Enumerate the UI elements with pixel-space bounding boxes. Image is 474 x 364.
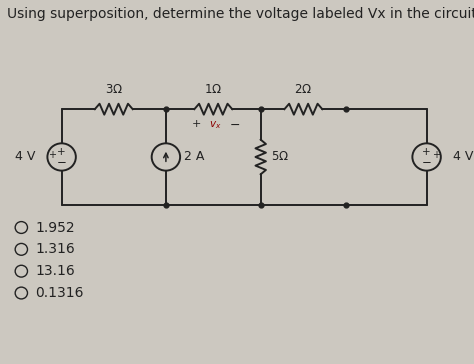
Text: 4 V: 4 V bbox=[15, 150, 36, 163]
Text: +: + bbox=[432, 150, 440, 160]
Text: +: + bbox=[422, 147, 431, 157]
Text: 0.1316: 0.1316 bbox=[36, 286, 84, 300]
Text: $v_x$: $v_x$ bbox=[210, 119, 222, 131]
Text: +: + bbox=[57, 147, 66, 157]
Text: −: − bbox=[57, 157, 66, 169]
Text: 5$\Omega$: 5$\Omega$ bbox=[271, 150, 289, 163]
Text: Using superposition, determine the voltage labeled Vx in the circuit.: Using superposition, determine the volta… bbox=[7, 7, 474, 21]
Text: 3$\Omega$: 3$\Omega$ bbox=[105, 83, 123, 95]
Text: +: + bbox=[192, 119, 201, 129]
Text: +: + bbox=[48, 150, 56, 160]
Text: 13.16: 13.16 bbox=[36, 264, 75, 278]
Text: 2$\Omega$: 2$\Omega$ bbox=[294, 83, 312, 95]
Text: −: − bbox=[229, 119, 240, 132]
Text: 1.952: 1.952 bbox=[36, 221, 75, 234]
Text: −: − bbox=[422, 157, 431, 169]
Text: 4 V: 4 V bbox=[453, 150, 473, 163]
Text: 2 A: 2 A bbox=[184, 150, 204, 163]
Text: 1.316: 1.316 bbox=[36, 242, 75, 256]
Text: 1$\Omega$: 1$\Omega$ bbox=[204, 83, 222, 95]
